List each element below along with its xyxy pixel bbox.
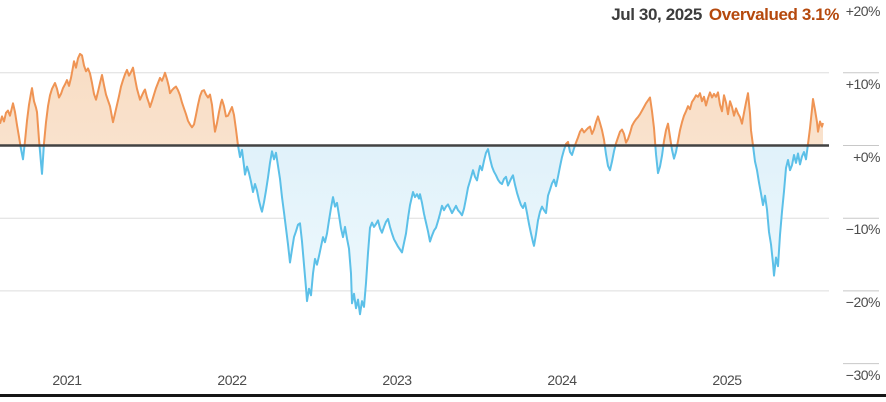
overvalued-area [0,53,823,146]
x-axis-label: 2023 [382,372,412,388]
undervalued-line [19,145,809,316]
x-axis-label: 2025 [712,372,742,388]
date-label: Jul 30, 2025 [611,5,702,24]
y-axis-label: −10% [845,221,881,238]
x-axis-label: 2021 [52,372,82,388]
x-axis-label: 2024 [547,372,577,388]
overvalued-line [0,52,824,146]
valuation-status-label: Overvalued 3.1% [708,5,839,24]
x-axis-line [0,394,886,397]
header-annotation: Jul 30, 2025 Overvalued 3.1% [611,5,839,25]
y-axis-label: −30% [845,366,881,383]
x-axis-label: 2022 [217,372,247,388]
y-axis-label: +20% [845,3,881,20]
y-axis-label: +10% [845,75,881,92]
undervalued-area [0,145,823,315]
y-axis-label: +0% [853,148,880,165]
y-axis-label: −20% [845,293,881,310]
